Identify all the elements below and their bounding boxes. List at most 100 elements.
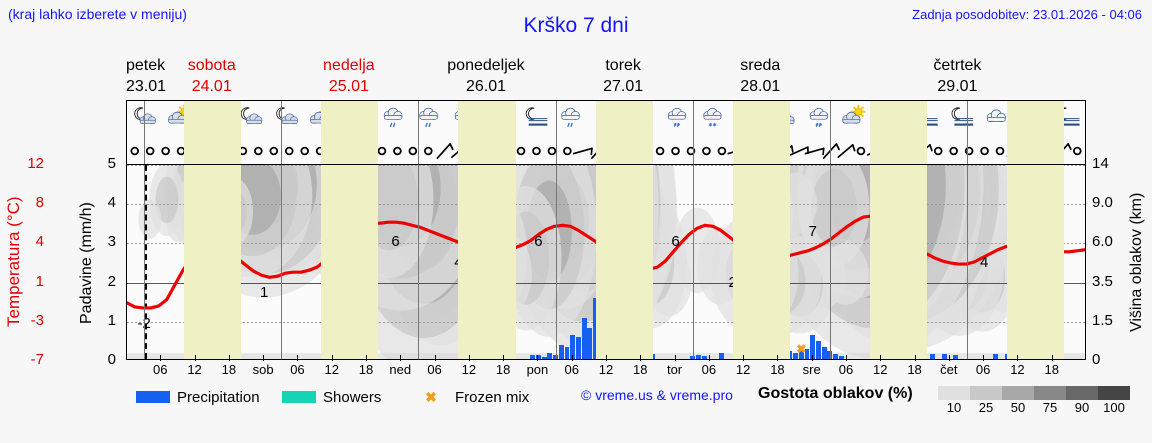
hour-tick bbox=[846, 355, 847, 361]
daylight-band bbox=[184, 101, 242, 138]
wind-calm-icon bbox=[856, 146, 866, 156]
day-name: sobota bbox=[187, 57, 236, 74]
temperature-value-label: 7 bbox=[808, 222, 817, 240]
hour-tick bbox=[606, 355, 607, 361]
daylight-band bbox=[869, 138, 927, 164]
precipitation-bar bbox=[530, 355, 536, 359]
daylight-band bbox=[1007, 101, 1065, 138]
day-separator bbox=[829, 138, 831, 164]
precipitation-bar bbox=[793, 353, 798, 359]
moon-wind-icon bbox=[951, 107, 974, 126]
wind-calm-icon bbox=[424, 146, 433, 156]
cloud-axis-title: Višina oblakov (km) bbox=[1128, 192, 1145, 332]
hour-label: 12 bbox=[461, 362, 477, 377]
cloud-height-tick: 0 bbox=[1092, 351, 1101, 368]
day-name: sreda bbox=[740, 57, 781, 74]
wind-calm-icon bbox=[964, 146, 974, 156]
hour-tick bbox=[503, 355, 505, 361]
day-date: 25.01 bbox=[328, 78, 369, 95]
day-date: 28.01 bbox=[740, 78, 781, 95]
day-separator bbox=[555, 165, 557, 359]
day-header-4: ponedeljek 26.01 bbox=[417, 55, 554, 97]
daylight-band bbox=[732, 165, 790, 359]
day-separator bbox=[281, 138, 283, 164]
day-separator bbox=[555, 101, 557, 138]
showers-swatch bbox=[282, 391, 316, 403]
cloud-density-swatch bbox=[1066, 386, 1098, 400]
daylight-band bbox=[458, 101, 516, 138]
legend-frozen-mix-label: Frozen mix bbox=[455, 388, 530, 406]
day-name: nedelja bbox=[323, 57, 375, 74]
cloud-height-tick: 3.5 bbox=[1092, 272, 1113, 290]
location-hint: (kraj lahko izberete v meniju) bbox=[8, 6, 187, 22]
hour-tick bbox=[571, 355, 573, 361]
precipitation-bar bbox=[941, 354, 947, 359]
hour-label: 18 bbox=[770, 362, 785, 377]
hour-tick bbox=[468, 355, 470, 361]
precipitation-bar bbox=[930, 354, 936, 359]
cloud-density-colorbar bbox=[938, 386, 1130, 400]
day-date: 27.01 bbox=[603, 78, 644, 95]
wind-calm-icon bbox=[408, 146, 418, 156]
hour-label: 12 bbox=[735, 362, 751, 377]
temperature-tick: 12 bbox=[27, 155, 44, 172]
precipitation-bar bbox=[798, 351, 804, 359]
daylight-band bbox=[321, 138, 379, 164]
day-separator bbox=[418, 101, 420, 138]
day-separator bbox=[555, 138, 557, 164]
day-separator bbox=[281, 101, 283, 138]
svg-text:✱: ✱ bbox=[673, 122, 677, 127]
sky-condition-row: ✱ ✱ ✱ ✱ ✱ ✱ bbox=[126, 100, 1086, 138]
chart-legend: Precipitation Showers ✖ Frozen mix © vre… bbox=[126, 385, 1146, 415]
hour-label: 12 bbox=[598, 362, 614, 377]
precipitation-bar bbox=[558, 345, 564, 359]
precipitation-bar bbox=[570, 335, 576, 359]
hour-tick bbox=[777, 355, 779, 361]
last-update: Zadnja posodobitev: 23.01.2026 - 04:06 bbox=[912, 7, 1142, 22]
frozen-mix-marker: ✖ bbox=[796, 342, 807, 357]
precipitation-bar bbox=[1004, 353, 1010, 359]
day-date: 26.01 bbox=[465, 78, 507, 95]
precipitation-bar bbox=[564, 347, 570, 359]
moon-wind-icon bbox=[525, 107, 548, 126]
cloud-height-tick: 9.0 bbox=[1092, 194, 1113, 212]
precipitation-tick: 1 bbox=[107, 311, 116, 329]
precipitation-tick: 3 bbox=[107, 233, 116, 251]
hour-tick bbox=[160, 355, 162, 361]
wind-calm-icon bbox=[671, 146, 680, 156]
cloud-density-label: Gostota oblakov (%) bbox=[758, 385, 913, 402]
daylight-band bbox=[1007, 138, 1065, 164]
hour-label: 18 bbox=[495, 362, 511, 377]
day-header-row: petek 23.01 sobota 24.01 nedelja 25.01 ponedel… bbox=[126, 55, 1086, 100]
day-separator bbox=[418, 138, 420, 164]
hour-tick bbox=[880, 355, 882, 361]
hour-label: 06 bbox=[290, 362, 305, 377]
hour-tick bbox=[914, 355, 916, 361]
cloud-density-scale-value: 90 bbox=[1074, 400, 1090, 415]
hour-tick bbox=[811, 355, 813, 361]
hour-tick bbox=[708, 355, 710, 361]
day-separator bbox=[967, 165, 968, 359]
hour-label: 06 bbox=[427, 362, 442, 377]
hour-label: sre bbox=[802, 362, 821, 377]
day-header-5: torek 27.01 bbox=[555, 55, 692, 97]
moon-cloud-icon bbox=[276, 107, 298, 125]
precipitation-bar bbox=[833, 354, 838, 359]
precipitation-bar bbox=[581, 317, 587, 359]
hour-label: 18 bbox=[633, 362, 648, 377]
precipitation-bar bbox=[696, 355, 701, 359]
temperature-value-label: 4 bbox=[979, 253, 989, 271]
day-header-1: petek 23.01 bbox=[126, 55, 166, 97]
hour-label: 18 bbox=[1044, 362, 1059, 377]
cloud-sleet-icon: ✱ ✱ bbox=[667, 107, 687, 127]
wind-calm-icon bbox=[284, 146, 294, 156]
day-separator bbox=[144, 101, 146, 138]
copyright-link[interactable]: © vreme.us & vreme.pro bbox=[581, 387, 733, 403]
day-separator bbox=[692, 138, 694, 164]
hour-tick bbox=[434, 355, 436, 361]
legend-precipitation-label: Precipitation bbox=[177, 388, 260, 406]
day-separator bbox=[692, 165, 694, 359]
wind-calm-icon bbox=[254, 146, 263, 156]
day-separator bbox=[967, 138, 968, 164]
precipitation-swatch bbox=[136, 391, 170, 403]
